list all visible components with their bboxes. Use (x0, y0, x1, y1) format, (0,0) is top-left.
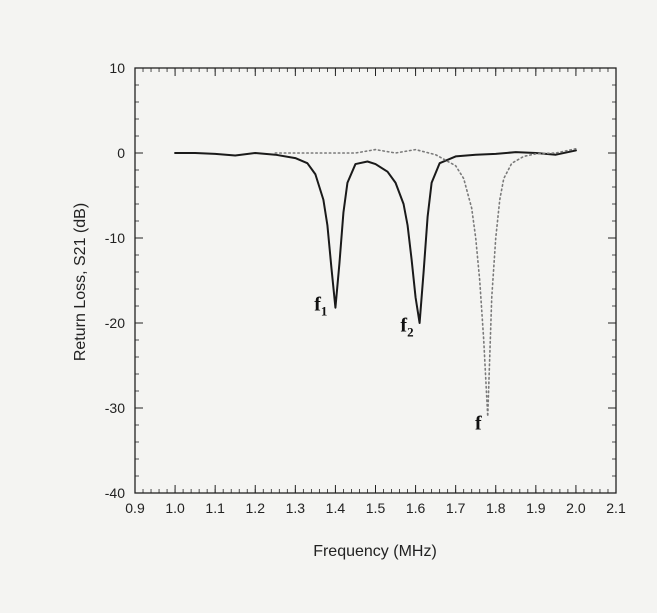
series-dotted-line (274, 147, 577, 418)
plot-frame (134, 67, 617, 494)
series-layer (174, 147, 577, 418)
peak-label-subscript: 2 (407, 325, 414, 340)
y-tick-label: -40 (105, 485, 125, 501)
peak-label-subscript: 1 (321, 303, 328, 318)
series-solid-line (174, 149, 577, 324)
y-tick-labels: 10 0 -10 -20 -30 -40 (105, 60, 125, 501)
x-tick-label: 1.1 (205, 500, 225, 516)
peak-label: f2 (400, 315, 413, 340)
x-axis-title: Frequency (MHz) (313, 543, 437, 560)
y-tick-label: -10 (105, 230, 125, 246)
peak-label-main: f (314, 293, 321, 315)
peak-label-main: f (475, 412, 482, 434)
x-tick-label: 1.7 (446, 500, 466, 516)
peak-label: f1 (314, 293, 327, 318)
x-tick-label: 1.0 (165, 500, 185, 516)
y-tick-label: -20 (105, 315, 125, 331)
x-tick-label: 1.5 (366, 500, 386, 516)
x-tick-label: 2.0 (566, 500, 586, 516)
x-tick-label: 1.8 (486, 500, 506, 516)
x-tick-labels: 0.9 1.0 1.1 1.2 1.3 1.4 1.5 1.6 1.7 1.8 1.9 2.0 2.1 (125, 500, 626, 516)
y-tick-label: 0 (117, 145, 125, 161)
y-tick-label: 10 (109, 60, 125, 76)
x-tick-label: 0.9 (125, 500, 145, 516)
x-tick-label: 1.6 (406, 500, 426, 516)
y-axis-title: Return Loss, S21 (dB) (72, 203, 89, 361)
x-tick-label: 1.4 (326, 500, 346, 516)
x-tick-label: 2.1 (606, 500, 626, 516)
x-tick-label: 1.9 (526, 500, 546, 516)
x-tick-label: 1.2 (246, 500, 266, 516)
axis-ticks (134, 67, 617, 494)
peak-label-main: f (400, 315, 407, 337)
peak-label: f (475, 412, 482, 434)
x-tick-label: 1.3 (286, 500, 306, 516)
y-tick-label: -30 (105, 400, 125, 416)
